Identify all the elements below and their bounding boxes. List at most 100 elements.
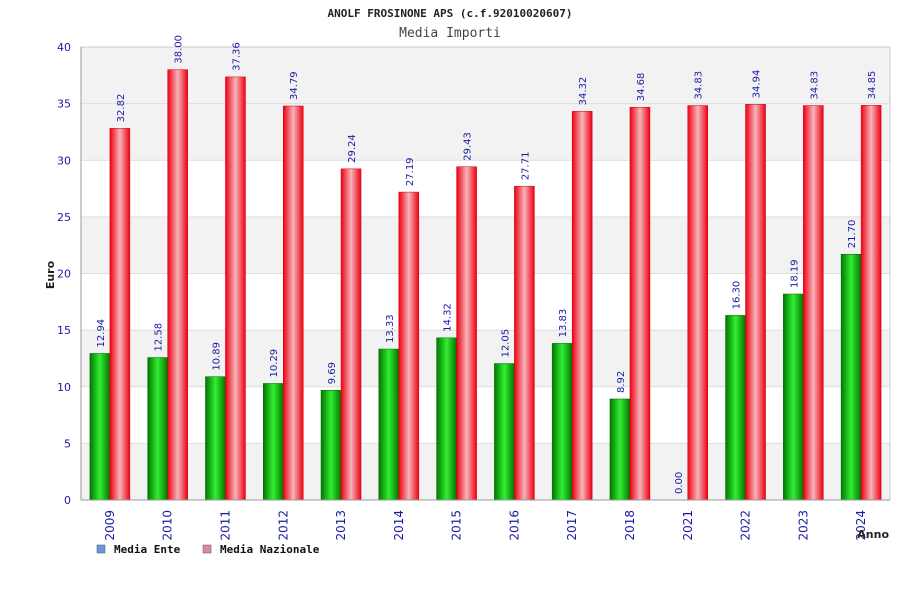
legend: Media Ente Media Nazionale <box>96 543 320 556</box>
legend-swatch-media-nazionale <box>202 544 212 554</box>
bar-media-nazionale-2022 <box>745 104 766 501</box>
plot-band <box>81 386 890 444</box>
bar-media-ente-2018 <box>609 398 631 501</box>
y-tick-label-20: 20 <box>57 268 71 281</box>
x-axis-ticks: 2009 2010 2011 2012 2013 2014 2015 2016 2017 2018… <box>103 510 868 541</box>
bar-media-ente-2011 <box>205 376 226 501</box>
data-label-media-nazionale-2021: 34.83 <box>694 71 705 100</box>
data-label-media-ente-2012: 10.29 <box>269 349 280 378</box>
bars <box>89 69 882 501</box>
x-tick-label-2023: 2023 <box>796 510 810 541</box>
bar-media-nazionale-2012 <box>283 105 304 501</box>
data-label-media-nazionale-2024: 34.85 <box>867 71 878 100</box>
x-tick-label-2013: 2013 <box>334 510 348 541</box>
data-label-media-nazionale-2009: 32.82 <box>116 94 127 123</box>
x-tick-label-2012: 2012 <box>276 510 290 541</box>
bar-media-ente-2009 <box>89 353 111 501</box>
data-label-media-nazionale-2017: 34.32 <box>578 77 589 106</box>
bar-media-ente-2010 <box>147 357 168 501</box>
bar-media-ente-2016 <box>494 363 515 501</box>
y-tick-label-15: 15 <box>57 324 71 337</box>
bar-media-ente-2017 <box>551 343 573 501</box>
data-label-media-ente-2021: 0.00 <box>674 472 685 494</box>
bar-media-nazionale-2016 <box>514 185 535 501</box>
bar-media-nazionale-2009 <box>109 128 131 501</box>
data-label-media-nazionale-2015: 29.43 <box>463 132 474 161</box>
x-tick-label-2021: 2021 <box>681 510 695 541</box>
bar-media-nazionale-2011 <box>225 76 246 501</box>
legend-swatch-media-ente <box>96 544 106 554</box>
bar-media-ente-2013 <box>320 390 342 501</box>
y-tick-label-10: 10 <box>57 381 71 394</box>
legend-label-media-nazionale: Media Nazionale <box>220 543 320 556</box>
bar-media-ente-2023 <box>783 293 804 501</box>
data-label-media-ente-2023: 18.19 <box>789 259 800 288</box>
bar-media-nazionale-2015 <box>456 166 477 501</box>
chart-title: ANOLF FROSINONE APS (c.f.92010020607) <box>327 7 572 20</box>
bar-media-nazionale-2018 <box>629 106 651 501</box>
data-label-media-ente-2011: 10.89 <box>211 342 222 371</box>
x-tick-label-2015: 2015 <box>450 510 464 541</box>
x-tick-label-2017: 2017 <box>565 510 579 541</box>
bar-media-nazionale-2021 <box>687 105 708 501</box>
y-tick-label-35: 35 <box>57 98 71 111</box>
data-label-media-nazionale-2011: 37.36 <box>231 42 242 71</box>
x-tick-label-2018: 2018 <box>623 510 637 541</box>
data-label-media-ente-2013: 9.69 <box>327 362 338 384</box>
x-tick-label-2016: 2016 <box>507 510 521 541</box>
y-tick-label-5: 5 <box>64 437 71 450</box>
x-axis-label: Anno <box>857 528 889 541</box>
bar-media-nazionale-2014 <box>398 191 420 501</box>
data-label-media-ente-2017: 13.83 <box>558 309 569 338</box>
data-label-media-ente-2015: 14.32 <box>443 303 454 332</box>
data-label-media-ente-2014: 13.33 <box>385 314 396 343</box>
data-label-media-nazionale-2018: 34.68 <box>636 73 647 102</box>
data-label-media-nazionale-2022: 34.94 <box>752 70 763 99</box>
plot-band <box>81 273 890 331</box>
x-tick-label-2011: 2011 <box>218 510 232 541</box>
plot-band <box>81 216 890 274</box>
y-tick-label-30: 30 <box>57 154 71 167</box>
x-tick-label-2009: 2009 <box>103 510 117 541</box>
data-label-media-nazionale-2012: 34.79 <box>289 71 300 100</box>
data-label-media-nazionale-2023: 34.83 <box>809 71 820 100</box>
data-label-media-ente-2018: 8.92 <box>616 371 627 393</box>
data-label-media-ente-2010: 12.58 <box>154 323 165 352</box>
data-label-media-ente-2024: 21.70 <box>847 220 858 249</box>
y-axis-label: Euro <box>44 260 57 289</box>
y-tick-label-40: 40 <box>57 41 71 54</box>
bar-media-nazionale-2013 <box>340 168 362 501</box>
legend-label-media-ente: Media Ente <box>114 543 181 556</box>
data-label-media-nazionale-2014: 27.19 <box>405 157 416 186</box>
chart-subtitle: Media Importi <box>399 26 501 41</box>
plot-band <box>81 103 890 161</box>
x-tick-label-2010: 2010 <box>161 510 175 541</box>
plot-band <box>81 330 890 387</box>
data-label-media-ente-2022: 16.30 <box>732 281 743 310</box>
x-tick-label-2024: 2024 <box>854 510 868 541</box>
x-tick-label-2022: 2022 <box>739 510 753 541</box>
plot-band <box>81 443 890 500</box>
y-tick-label-25: 25 <box>57 211 71 224</box>
data-label-media-nazionale-2013: 29.24 <box>347 134 358 163</box>
bar-media-ente-2022 <box>725 315 746 501</box>
x-tick-label-2014: 2014 <box>392 510 406 541</box>
y-tick-label-0: 0 <box>64 494 71 507</box>
plot-band <box>81 160 890 217</box>
bar-media-nazionale-2023 <box>803 105 824 501</box>
bar-media-nazionale-2024 <box>860 105 882 501</box>
bar-media-nazionale-2010 <box>167 69 188 501</box>
y-axis-ticks: 0 5 10 15 20 25 30 35 40 <box>57 41 71 507</box>
bar-media-ente-2014 <box>378 348 400 501</box>
data-labels: 12.94 32.82 12.58 38.00 10.89 37.36 10.29 34.79… <box>96 35 878 494</box>
data-label-media-ente-2009: 12.94 <box>96 319 107 348</box>
plot-band <box>81 47 890 104</box>
bar-media-ente-2024 <box>840 253 862 501</box>
bar-media-ente-2012 <box>263 383 284 501</box>
data-label-media-ente-2016: 12.05 <box>500 329 511 358</box>
bar-media-nazionale-2017 <box>571 111 593 501</box>
data-label-media-nazionale-2010: 38.00 <box>174 35 185 64</box>
bar-media-ente-2015 <box>436 337 457 501</box>
data-label-media-nazionale-2016: 27.71 <box>520 152 531 181</box>
